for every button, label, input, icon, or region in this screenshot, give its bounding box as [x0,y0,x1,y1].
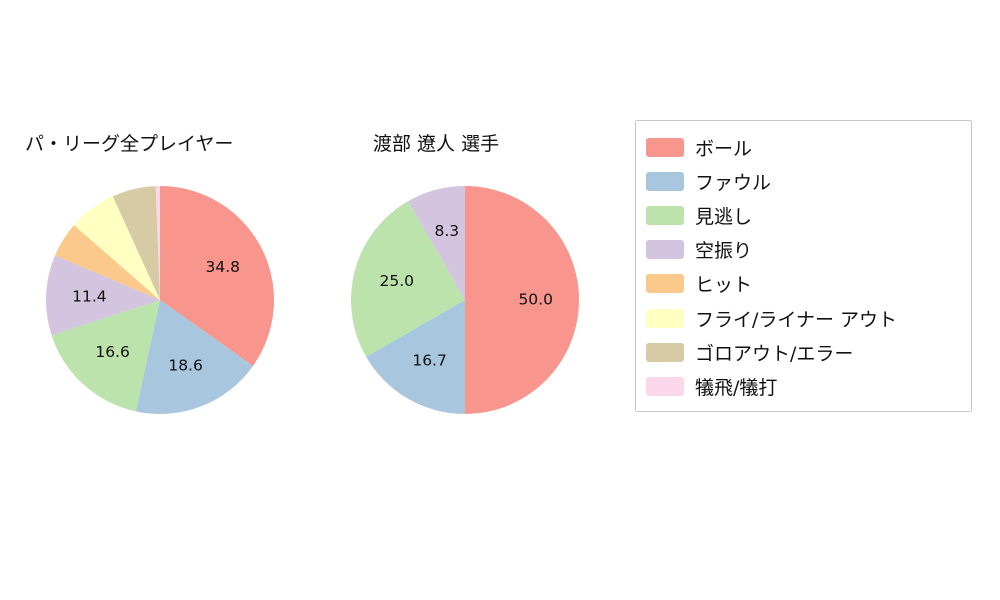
legend-swatch [646,274,684,294]
legend-swatch [646,240,684,260]
pie-value-label: 16.6 [95,343,130,361]
pie-value-label: 25.0 [380,272,415,290]
pie-title-watanabe-ryoto: 渡部 遼人 選手 [373,133,500,155]
legend-item: ゴロアウト/エラー [646,335,963,369]
pie-chart-watanabe-ryoto: 50.0 16.7 25.0 8.3 [350,186,579,414]
pie-slice [366,300,465,414]
legend-swatch [646,342,684,362]
legend-items: ボールファウル見逃し空振りヒットフライ/ライナー アウト ゴロアウト/エラー 犠飛/… [646,130,963,404]
legend-label: 見逃し [695,205,753,228]
pie-title-pa-league-all-players: パ・リーグ全プレイヤー [25,133,234,155]
pie-chart-pa-league-all-players: 34.8 18.6 16.6 11.4 [45,186,274,415]
legend-swatch [646,205,684,225]
legend-label: ヒット [695,274,753,297]
pie-value-label: 11.4 [72,287,107,305]
legend-swatch [646,137,684,157]
pie-slice [112,186,160,300]
legend-swatch [646,171,684,191]
legend-item: ヒット [646,267,963,301]
pie-slice [74,196,160,300]
legend-label: ボール [695,137,753,160]
legend-label: 犠飛/犠打 [695,376,778,399]
legend-label: ファウル [695,171,772,194]
legend-item: ボール [646,130,963,164]
pie-value-label: 16.7 [412,352,447,370]
legend-item: ファウル [646,164,963,198]
pie-slice [135,300,254,415]
legend-label: フライ/ライナー アウト [695,308,898,331]
pie-slice [55,225,161,300]
pie-slice [51,300,160,412]
legend-item: 見逃し [646,198,963,232]
legend-item: 空振り [646,233,963,267]
pie-value-label: 50.0 [518,291,553,309]
legend-swatch [646,308,684,328]
pie-slice [408,186,465,300]
pie-value-label: 8.3 [434,222,459,240]
pie-slice [155,186,160,300]
pie-slice [350,201,465,357]
pie-slice [160,186,274,366]
legend-swatch [646,376,684,396]
legend-label: 空振り [695,240,753,263]
pie-value-label: 34.8 [206,258,241,276]
legend-label: ゴロアウト/エラー [695,342,854,365]
legend-item: フライ/ライナー アウト [646,301,963,335]
pie-value-label: 18.6 [168,356,203,374]
pie-slice [45,255,160,336]
legend-item: 犠飛/犠打 [646,369,963,403]
legend: ボールファウル見逃し空振りヒットフライ/ライナー アウト ゴロアウト/エラー 犠飛/… [635,120,972,412]
pie-slice [465,186,579,414]
